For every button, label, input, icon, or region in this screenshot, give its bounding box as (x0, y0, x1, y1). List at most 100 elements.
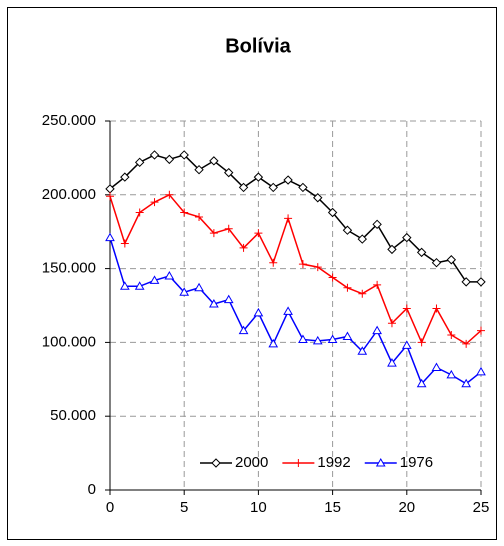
marker (150, 198, 159, 207)
legend-item: 1976 (364, 454, 433, 471)
chart-frame (7, 7, 497, 540)
marker (149, 150, 160, 160)
marker (164, 270, 175, 280)
marker (327, 334, 338, 343)
marker (327, 207, 338, 218)
marker (387, 244, 397, 255)
marker (432, 304, 441, 313)
marker (328, 273, 337, 282)
marker (195, 212, 204, 221)
marker (105, 232, 115, 242)
marker (283, 306, 293, 315)
marker (476, 366, 486, 376)
marker (179, 287, 190, 296)
marker (224, 224, 233, 233)
marker (119, 281, 130, 290)
marker (462, 339, 471, 348)
marker (446, 255, 457, 265)
marker (254, 229, 263, 238)
marker (313, 263, 322, 272)
y-tick-label: 100.000 (42, 333, 96, 350)
marker (342, 225, 353, 235)
marker (401, 340, 412, 349)
legend-marker (211, 458, 221, 468)
marker (298, 182, 308, 193)
marker (373, 280, 382, 289)
marker (269, 258, 278, 267)
series-line (109, 193, 482, 345)
marker (431, 257, 442, 268)
y-tick-label: 250.000 (42, 112, 96, 129)
marker (223, 294, 234, 304)
marker (342, 331, 353, 340)
marker (461, 277, 471, 287)
marker (149, 275, 160, 284)
marker (477, 326, 485, 335)
marker (358, 289, 367, 298)
marker (134, 281, 145, 290)
y-tick-label: 150.000 (42, 260, 96, 277)
marker (209, 229, 218, 238)
marker (238, 325, 249, 335)
marker (357, 346, 368, 355)
marker (165, 190, 174, 199)
marker (164, 154, 175, 165)
chart-title: Bolívia (225, 35, 291, 57)
marker (253, 307, 264, 317)
marker (209, 156, 219, 166)
marker (283, 175, 293, 185)
marker (106, 192, 114, 201)
legend-label: 1992 (317, 454, 350, 471)
x-tick-label: 15 (324, 499, 341, 516)
x-tick-label: 20 (398, 499, 415, 516)
marker (447, 331, 456, 340)
marker (135, 208, 144, 217)
marker (312, 335, 323, 345)
marker (416, 247, 427, 258)
marker (372, 219, 382, 230)
marker (253, 172, 264, 182)
marker (446, 369, 457, 379)
marker (194, 165, 204, 175)
marker (224, 167, 234, 178)
marker (180, 208, 189, 217)
x-tick-label: 5 (180, 499, 188, 516)
x-tick-label: 0 (106, 499, 114, 516)
y-tick-label: 200.000 (42, 186, 96, 203)
x-tick-label: 10 (250, 499, 267, 516)
marker (284, 214, 293, 223)
marker (416, 378, 427, 388)
marker (179, 150, 189, 160)
marker (387, 319, 396, 328)
marker (387, 358, 397, 367)
marker (402, 232, 412, 243)
x-tick-label: 25 (473, 499, 490, 516)
legend-item: 1992 (282, 454, 351, 471)
marker (194, 282, 204, 292)
y-tick-label: 50.000 (50, 407, 96, 424)
marker (238, 182, 249, 193)
legend-label: 2000 (235, 454, 268, 471)
marker (372, 325, 382, 335)
legend-marker (294, 459, 303, 467)
marker (476, 277, 486, 287)
marker (402, 304, 411, 313)
marker (120, 172, 130, 182)
marker (209, 299, 219, 308)
marker (298, 260, 307, 269)
marker (417, 338, 426, 347)
marker (134, 157, 145, 168)
marker (268, 182, 278, 193)
y-tick-label: 0 (88, 481, 96, 498)
marker (357, 234, 367, 244)
marker (298, 334, 308, 343)
marker (313, 193, 323, 203)
marker (120, 239, 129, 248)
marker (268, 338, 279, 348)
marker (461, 378, 472, 388)
marker (343, 283, 352, 292)
marker (431, 362, 442, 371)
legend-label: 1976 (400, 454, 433, 471)
marker (239, 243, 248, 252)
